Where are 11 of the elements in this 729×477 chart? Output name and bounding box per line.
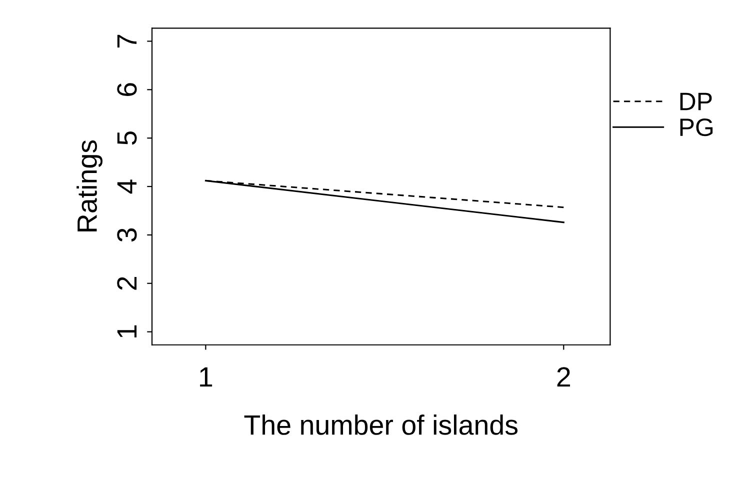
legend-label: DP [680, 92, 712, 110]
y-tick-label: 5 [117, 132, 137, 145]
y-tick-label: 2 [117, 277, 137, 290]
y-tick-label: 4 [117, 180, 137, 194]
x-axis-title: The number of islands [244, 414, 518, 435]
y-tick-label: 3 [117, 228, 137, 242]
y-axis-title: Ratings [76, 140, 102, 232]
legend-label: PG [680, 118, 713, 136]
y-tick-label: 6 [117, 83, 137, 96]
y-tick-label: 1 [117, 325, 137, 338]
y-tick-label: 7 [117, 34, 137, 48]
